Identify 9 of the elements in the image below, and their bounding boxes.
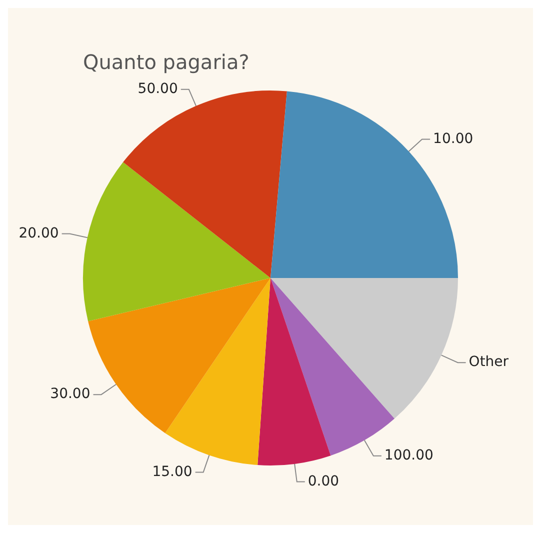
slice-label: 15.00 <box>152 464 192 480</box>
slice-label: 20.00 <box>18 225 59 242</box>
slice-label: 0.00 <box>308 473 340 490</box>
slice-label: 30.00 <box>50 386 90 402</box>
slice-label: 50.00 <box>138 81 178 98</box>
chart-title: Quanto pagaria? <box>83 50 250 74</box>
slice-label: 100.00 <box>384 448 434 464</box>
slice-label: Other <box>468 354 509 370</box>
slice-label: 10.00 <box>433 130 474 147</box>
